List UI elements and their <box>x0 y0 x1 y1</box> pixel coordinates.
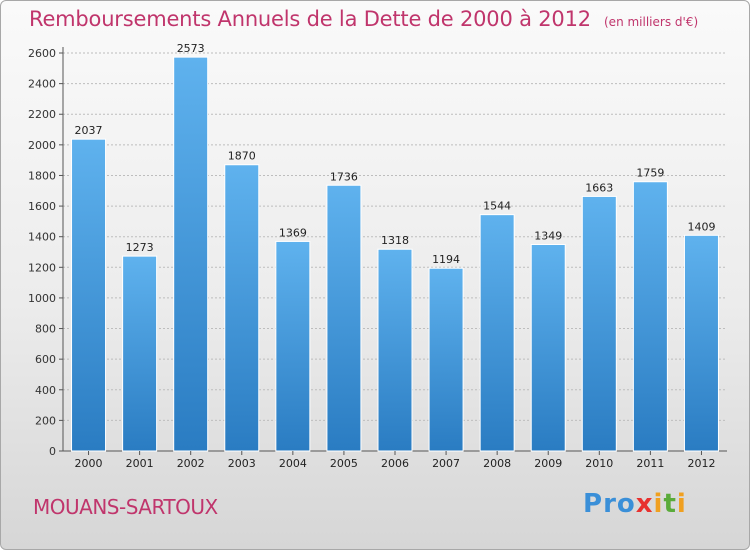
x-tick-label: 2003 <box>228 457 256 470</box>
bar <box>326 184 362 452</box>
proxiti-logo: Proxiti <box>583 489 687 519</box>
title-row: Remboursements Annuels de la Dette de 20… <box>29 7 698 31</box>
x-tick-label: 2007 <box>432 457 460 470</box>
x-tick-label: 2004 <box>279 457 307 470</box>
chart-title: Remboursements Annuels de la Dette de 20… <box>29 7 591 31</box>
logo-letter: o <box>616 489 636 519</box>
bar-value-label: 1273 <box>126 241 154 254</box>
x-tick-label: 2011 <box>636 457 664 470</box>
bar <box>71 138 107 452</box>
bar-value-label: 2037 <box>75 124 103 137</box>
bar-value-label: 1369 <box>279 226 307 239</box>
y-tick-label: 2200 <box>28 108 56 121</box>
town-name: MOUANS-SARTOUX <box>33 495 218 519</box>
x-tick-label: 2006 <box>381 457 409 470</box>
logo-letter: r <box>603 489 617 519</box>
logo-letter: P <box>583 489 604 519</box>
bar <box>581 195 617 452</box>
y-tick-label: 0 <box>49 445 56 458</box>
x-tick-label: 2005 <box>330 457 358 470</box>
x-tick-label: 2008 <box>483 457 511 470</box>
x-tick-label: 2002 <box>177 457 205 470</box>
bar <box>122 255 158 452</box>
y-tick-label: 800 <box>35 323 56 336</box>
bar <box>173 56 209 452</box>
x-tick-label: 2001 <box>126 457 154 470</box>
y-tick-label: 1800 <box>28 169 56 182</box>
bar-value-label: 1318 <box>381 234 409 247</box>
y-tick-label: 200 <box>35 414 56 427</box>
bar <box>479 214 515 452</box>
bar-value-label: 1409 <box>687 220 715 233</box>
bar-value-label: 1870 <box>228 150 256 163</box>
bar-value-label: 1759 <box>636 167 664 180</box>
logo-letter: i <box>676 489 687 519</box>
y-tick-label: 400 <box>35 384 56 397</box>
bar <box>428 267 464 452</box>
logo-letter: t <box>663 489 677 519</box>
bar <box>632 181 668 452</box>
y-tick-label: 2000 <box>28 139 56 152</box>
logo-letter: i <box>653 489 664 519</box>
x-tick-label: 2000 <box>75 457 103 470</box>
x-tick-label: 2010 <box>585 457 613 470</box>
bar-value-label: 2573 <box>177 42 205 55</box>
logo-letter: x <box>635 489 654 519</box>
bar-value-label: 1544 <box>483 200 511 213</box>
bar-value-label: 1349 <box>534 229 562 242</box>
bar-value-label: 1194 <box>432 253 460 266</box>
x-tick-label: 2009 <box>534 457 562 470</box>
chart-subtitle: (en milliers d'€) <box>604 15 699 29</box>
y-tick-label: 600 <box>35 353 56 366</box>
bar-value-label: 1663 <box>585 181 613 194</box>
y-tick-label: 2600 <box>28 47 56 60</box>
y-tick-label: 1600 <box>28 200 56 213</box>
bar <box>683 234 719 452</box>
bar <box>377 248 413 452</box>
bar-value-label: 1736 <box>330 170 358 183</box>
y-tick-label: 1400 <box>28 231 56 244</box>
y-tick-label: 1200 <box>28 261 56 274</box>
bar <box>224 164 260 452</box>
x-tick-label: 2012 <box>687 457 715 470</box>
y-tick-label: 2400 <box>28 78 56 91</box>
bar <box>530 243 566 452</box>
y-tick-label: 1000 <box>28 292 56 305</box>
bar <box>275 240 311 452</box>
